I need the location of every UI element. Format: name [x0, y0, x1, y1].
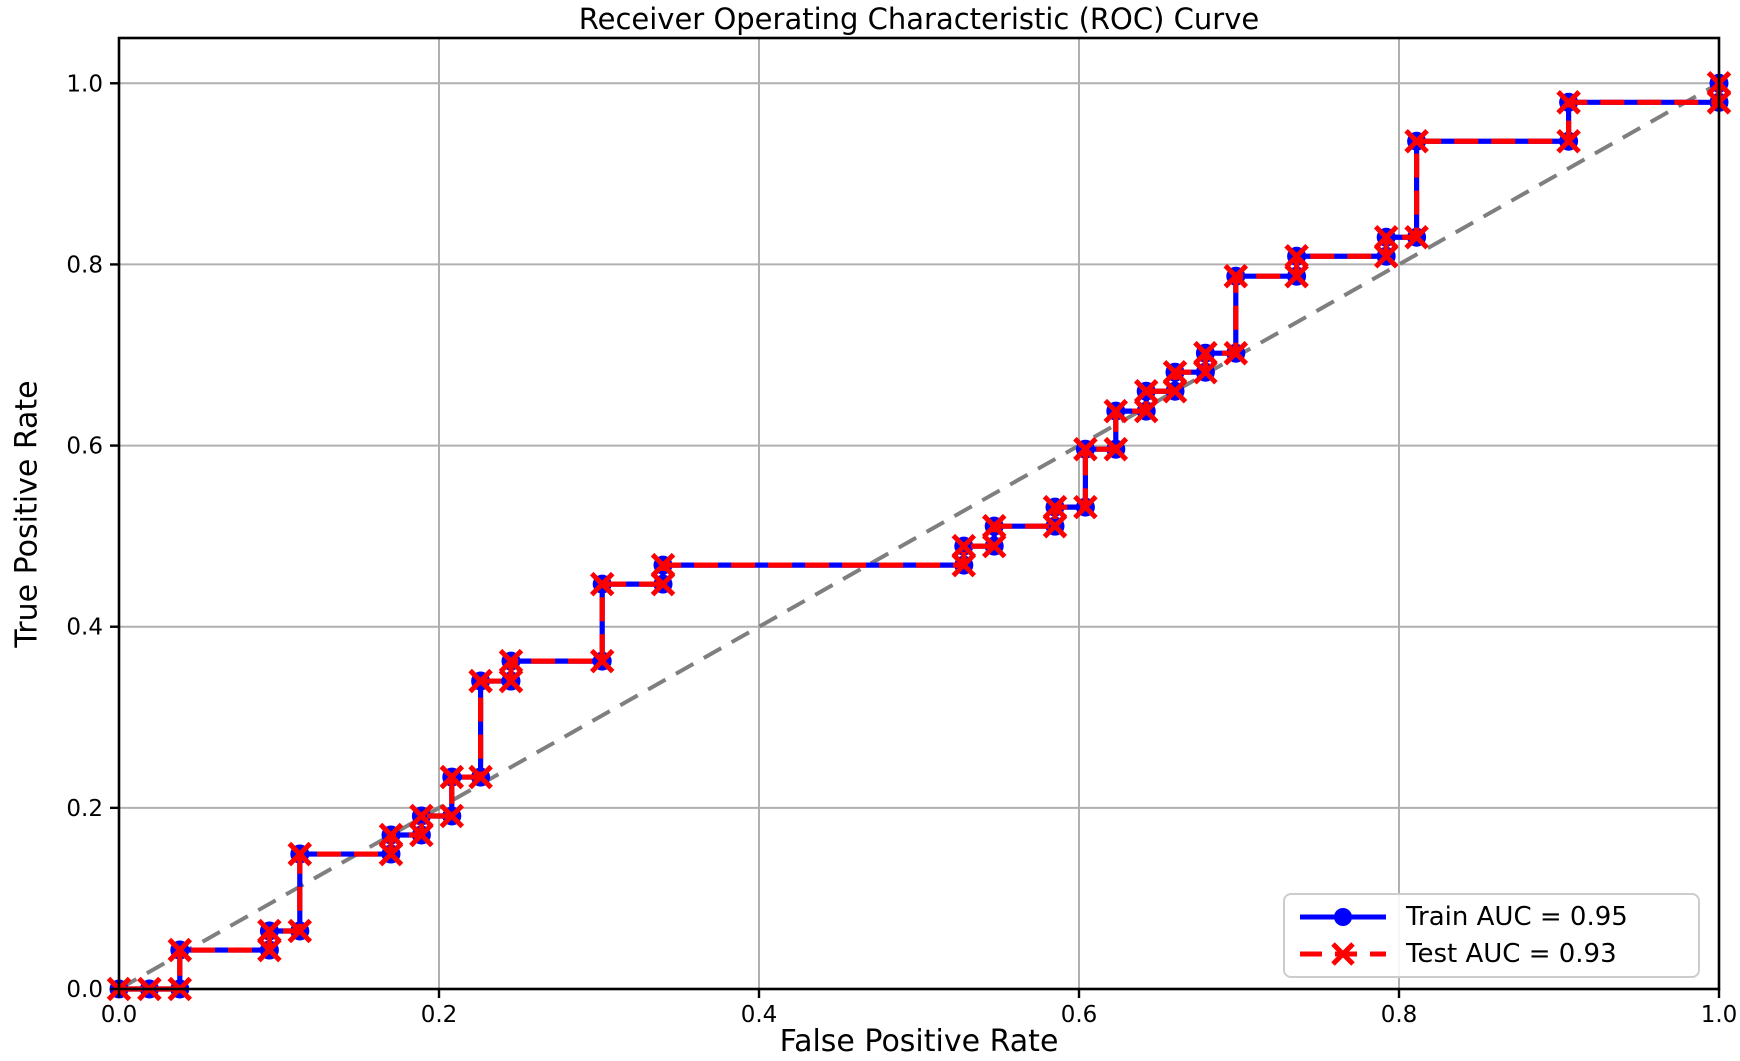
x-tick-label: 0.8 [1381, 1002, 1418, 1028]
test-point-marker [468, 668, 493, 694]
y-axis-label: True Positive Rate [9, 380, 45, 648]
test-point-marker [498, 648, 524, 674]
test-curve-line [119, 83, 1722, 992]
test-point-marker [287, 841, 313, 867]
x-marker-icon [1331, 942, 1355, 967]
test-point-marker [439, 803, 465, 829]
test-point-marker [951, 552, 977, 578]
legend: Train AUC = 0.95 Test AUC = 0.93 [1283, 893, 1700, 978]
x-tick-label: 0.2 [421, 1002, 458, 1028]
test-line-sample [1300, 942, 1386, 967]
test-point-marker [1073, 494, 1098, 520]
test-point-marker [1133, 378, 1159, 404]
y-tick-label: 0.0 [66, 977, 103, 1003]
y-tick-label: 1.0 [66, 71, 103, 97]
x-tick-label: 1.0 [1701, 1002, 1738, 1028]
legend-item-test: Test AUC = 0.93 [1295, 939, 1688, 969]
test-point-marker [409, 822, 434, 848]
test-point-marker [1284, 244, 1309, 269]
test-point-marker [1042, 494, 1068, 520]
y-tick-label: 0.6 [66, 434, 103, 460]
test-point-marker [1223, 340, 1249, 366]
test-point-marker [1162, 378, 1188, 404]
x-tick-label: 0.6 [1061, 1002, 1098, 1028]
test-point-marker [1556, 128, 1581, 154]
test-point-marker [1193, 359, 1218, 385]
test-point-marker [378, 822, 404, 848]
x-tick-label: 0.4 [741, 1002, 778, 1028]
chart-title: Receiver Operating Characteristic (ROC) … [578, 2, 1260, 36]
y-tick-label: 0.2 [66, 796, 103, 822]
test-point-marker [409, 803, 434, 829]
test-point-marker [650, 571, 676, 597]
test-point-marker [1162, 359, 1188, 385]
test-point-marker [1103, 398, 1129, 424]
test-point-marker [1373, 224, 1399, 250]
test-point-marker [1133, 398, 1159, 424]
test-point-marker [981, 513, 1007, 539]
test-point-marker [1073, 436, 1098, 462]
test-point-marker [167, 937, 193, 963]
test-point-marker [1223, 263, 1249, 289]
y-tick-label: 0.8 [66, 252, 103, 278]
test-point-marker [1103, 436, 1129, 462]
test-point-marker [1042, 513, 1068, 539]
test-point-marker [1404, 224, 1429, 250]
test-point-marker [589, 648, 615, 674]
plot-border [117, 36, 1721, 991]
test-point-marker [1193, 340, 1218, 366]
test-point-marker [257, 937, 282, 963]
test-point-marker [468, 764, 493, 790]
legend-label-train: Train AUC = 0.95 [1406, 901, 1628, 932]
y-tick-label: 0.4 [66, 615, 103, 641]
test-point-marker [498, 668, 524, 694]
test-point-marker [1556, 90, 1581, 115]
x-tick-label: 0.0 [101, 1002, 138, 1028]
circle-marker-icon [1334, 907, 1352, 926]
test-point-marker [287, 918, 313, 944]
legend-label-test: Test AUC = 0.93 [1406, 939, 1617, 970]
test-point-marker [981, 533, 1007, 559]
test-point-marker [1404, 128, 1429, 154]
test-point-marker [1373, 244, 1399, 269]
test-point-marker [1284, 263, 1309, 289]
test-point-marker [257, 918, 282, 944]
test-point-marker [378, 841, 404, 867]
test-point-marker [589, 571, 615, 597]
test-point-marker [439, 764, 465, 790]
x-axis-label: False Positive Rate [779, 1024, 1059, 1059]
train-line-sample [1300, 907, 1386, 926]
test-point-marker [951, 533, 977, 559]
test-point-marker [650, 552, 676, 578]
legend-item-train: Train AUC = 0.95 [1295, 902, 1688, 932]
